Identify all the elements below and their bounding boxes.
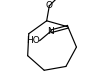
Text: O: O bbox=[46, 1, 53, 10]
Text: N: N bbox=[47, 27, 54, 36]
Text: HO: HO bbox=[26, 36, 40, 45]
